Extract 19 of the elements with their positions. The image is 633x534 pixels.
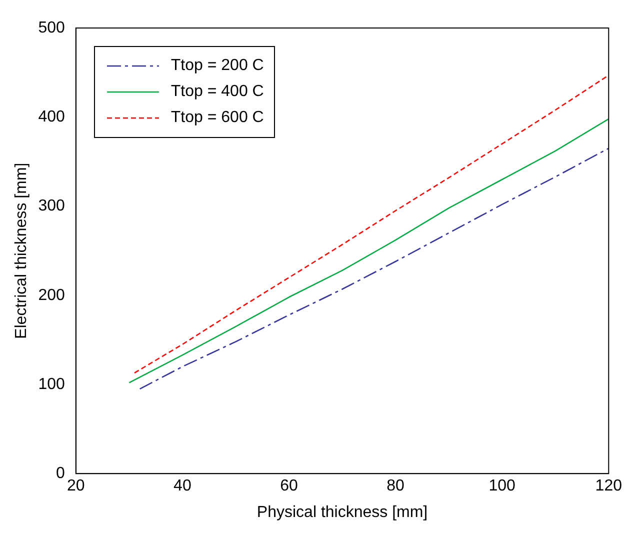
y-tick-label: 0 [56,465,65,482]
x-tick-label: 120 [595,478,622,495]
x-tick-label: 80 [386,478,405,495]
legend-label: Ttop = 600 C [170,109,264,127]
line-series [139,148,609,390]
y-tick-label: 300 [38,198,65,215]
x-tick-label: 40 [174,478,192,495]
y-axis-title: Electrical thickness [mm] [13,162,30,339]
x-tick-label: 60 [280,478,298,495]
x-tick-label: 100 [488,478,516,495]
y-tick-label: 200 [38,286,65,304]
x-tick-label: 20 [66,478,85,495]
y-tick-label: 400 [38,108,65,126]
line-series [134,74,609,374]
legend-label: Ttop = 400 C [170,83,264,101]
y-tick-label: 100 [38,376,65,393]
x-axis-title: Physical thickness [mm] [256,504,428,521]
legend-label: Ttop = 200 C [170,57,264,75]
y-tick-label: 500 [38,19,65,36]
